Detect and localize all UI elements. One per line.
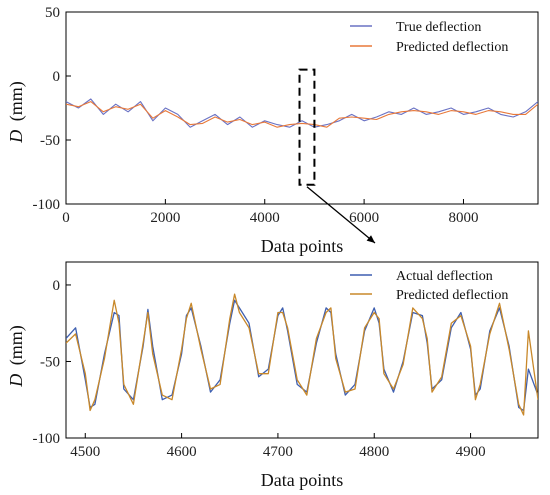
top-y-tick-label-1: -50 bbox=[40, 133, 60, 149]
top-legend: True deflection Predicted deflection bbox=[350, 20, 508, 55]
zoom-arrow bbox=[306, 186, 376, 244]
top-y-axis-label: D (mm) bbox=[6, 81, 27, 144]
top-y-axis-unit: (mm) bbox=[6, 81, 27, 121]
bottom-series-line-1 bbox=[66, 293, 538, 416]
bottom-x-tick-label-4: 4900 bbox=[456, 444, 486, 460]
top-y-tick-label-3: 50 bbox=[45, 5, 60, 21]
top-y-tick-label-0: -100 bbox=[33, 197, 61, 213]
top-series-line-0 bbox=[66, 98, 538, 128]
top-y-tick-label-2: 0 bbox=[53, 69, 61, 85]
top-x-axis-label: Data points bbox=[261, 236, 344, 256]
top-x-tick-label-2: 4000 bbox=[250, 210, 280, 226]
bottom-chart: 4500 4600 4700 4800 4900 -100 -50 0 Data point… bbox=[6, 261, 539, 490]
bottom-y-axis-var: D bbox=[6, 374, 26, 388]
bottom-x-tick-label-1: 4600 bbox=[167, 444, 197, 460]
top-x-tick-label-1: 2000 bbox=[150, 210, 180, 226]
bottom-legend-label-actual: Actual deflection bbox=[396, 269, 493, 284]
bottom-series-group bbox=[66, 293, 538, 416]
top-y-axis-var: D bbox=[6, 130, 26, 144]
bottom-x-tick-label-0: 4500 bbox=[70, 444, 100, 460]
bottom-legend: Actual deflection Predicted deflection bbox=[350, 269, 508, 303]
top-x-tick-label-4: 8000 bbox=[448, 210, 478, 226]
highlight-region-box bbox=[298, 68, 316, 186]
bottom-x-tick-label-2: 4700 bbox=[263, 444, 293, 460]
top-x-tick-label-0: 0 bbox=[62, 210, 70, 226]
bottom-y-ticks: -100 -50 0 bbox=[33, 278, 71, 447]
top-series-line-1 bbox=[66, 101, 538, 128]
bottom-y-axis-label: D (mm) bbox=[6, 325, 27, 388]
top-chart: 0 2000 4000 6000 8000 -100 -50 0 50 Data points… bbox=[6, 5, 539, 256]
top-legend-label-predicted: Predicted deflection bbox=[396, 40, 508, 55]
bottom-y-axis-unit: (mm) bbox=[6, 325, 27, 365]
top-x-tick-label-3: 6000 bbox=[349, 210, 379, 226]
bottom-x-tick-label-3: 4800 bbox=[359, 444, 389, 460]
bottom-y-tick-label-1: -50 bbox=[40, 354, 60, 370]
bottom-plot-area bbox=[65, 261, 539, 439]
bottom-x-ticks: 4500 4600 4700 4800 4900 bbox=[70, 433, 486, 460]
top-series-group bbox=[66, 98, 538, 128]
top-y-ticks: -100 -50 0 50 bbox=[33, 5, 71, 213]
top-legend-label-true: True deflection bbox=[396, 20, 481, 35]
bottom-y-tick-label-0: -100 bbox=[33, 431, 61, 447]
zoom-arrow-head bbox=[366, 235, 375, 243]
bottom-legend-label-predicted: Predicted deflection bbox=[396, 288, 508, 303]
bottom-x-axis-label: Data points bbox=[261, 470, 344, 490]
bottom-y-tick-label-2: 0 bbox=[53, 278, 61, 294]
top-x-ticks: 0 2000 4000 6000 8000 bbox=[62, 199, 478, 226]
